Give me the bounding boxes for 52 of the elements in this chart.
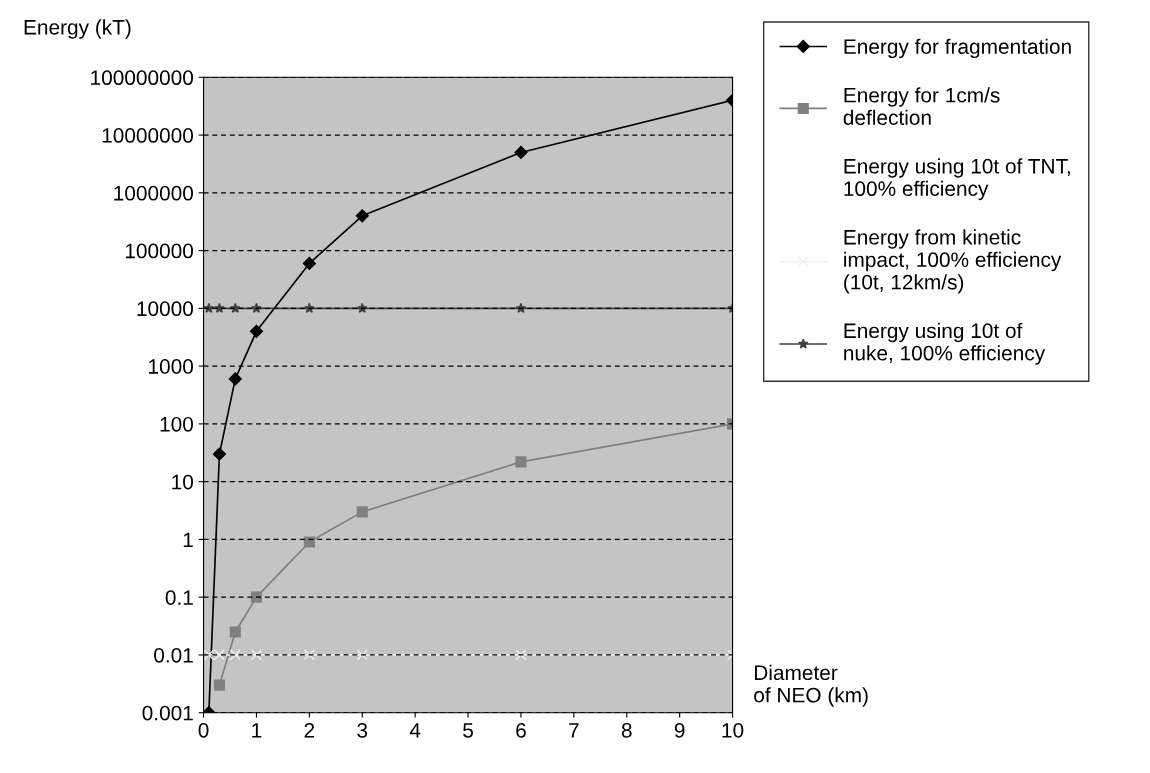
point <box>229 302 241 313</box>
point <box>229 649 241 661</box>
y-tick-label: 0.01 <box>154 647 193 663</box>
y-tick-label: 1 <box>183 532 193 547</box>
point <box>203 302 215 313</box>
point <box>249 324 264 338</box>
x-tick-label: 6 <box>516 722 526 738</box>
text: Energy using 10t of TNT, 100% efficiency <box>844 158 1070 201</box>
x-tick-label: 10 <box>722 722 744 738</box>
y-tick-label: 10000000 <box>102 128 194 143</box>
x-tick-label: 8 <box>621 722 632 738</box>
legend-label: Energy from kinetic impact, 100% efficiency (10t, 12km/s) <box>844 229 1062 294</box>
y-tick-label: 100000 <box>125 243 194 259</box>
x-tick-label: 2 <box>304 722 315 738</box>
x-tick-label: 7 <box>569 723 579 738</box>
point <box>515 649 527 661</box>
point <box>515 456 527 468</box>
point <box>514 145 528 160</box>
x-tick-label: 3 <box>357 722 368 738</box>
legend-label: Energy for 1cm/s deflection <box>843 87 1000 126</box>
point <box>250 591 263 603</box>
x-tick-label: 0 <box>198 722 209 738</box>
point <box>213 679 225 691</box>
point <box>355 209 369 223</box>
point <box>302 256 316 270</box>
y-tick-label: 10000 <box>137 301 194 317</box>
point <box>515 302 527 313</box>
x-axis-title: Diameter of NEO (km) <box>754 664 868 707</box>
point <box>303 649 315 661</box>
y-tick-label: 0.1 <box>165 590 193 605</box>
legend-label: Energy for fragmentation <box>844 38 1071 59</box>
x-tick-label: 4 <box>409 723 421 738</box>
point <box>356 506 368 518</box>
point <box>356 302 368 313</box>
x-tick-label: 9 <box>674 722 685 738</box>
x-tick-label: 5 <box>463 723 473 738</box>
y-tick-label: 0.001 <box>142 705 193 721</box>
y-tick-label: 1000 <box>149 359 194 374</box>
point <box>212 447 227 461</box>
y-axis-title: Energy (kT) <box>24 19 131 39</box>
point <box>250 649 263 661</box>
x-tick-label: 1 <box>252 723 262 738</box>
point <box>228 372 242 386</box>
point <box>356 649 368 661</box>
point <box>303 536 315 548</box>
y-tick-label: 10 <box>172 474 194 490</box>
y-tick-label: 100 <box>160 416 194 432</box>
y-tick-label: 1000000 <box>114 185 194 201</box>
legend-label: Energy using 10t of nuke, 100% efficiency <box>844 322 1046 365</box>
point <box>229 626 241 638</box>
y-tick-label: 100000000 <box>91 70 194 86</box>
point <box>304 302 315 313</box>
